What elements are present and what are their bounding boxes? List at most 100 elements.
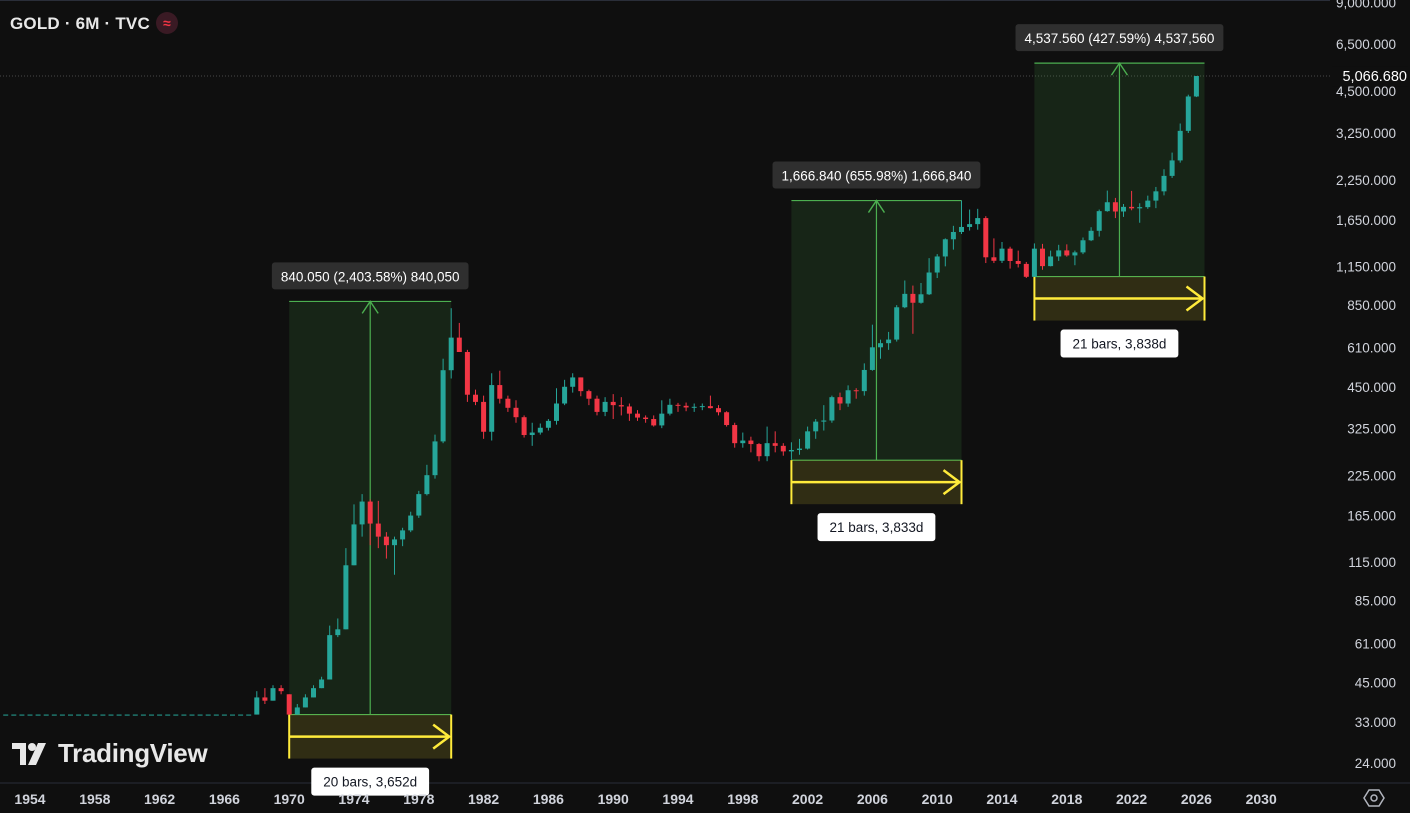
candle bbox=[448, 308, 454, 379]
candle bbox=[878, 339, 883, 359]
candle bbox=[335, 618, 341, 638]
candle bbox=[683, 402, 689, 412]
candle bbox=[473, 389, 478, 406]
candle bbox=[76, 714, 82, 716]
candle-body bbox=[537, 427, 543, 433]
candle bbox=[383, 532, 389, 559]
candle-body bbox=[683, 405, 689, 408]
candle bbox=[991, 238, 997, 264]
candle bbox=[140, 714, 146, 716]
candle bbox=[853, 388, 859, 399]
time-tick-label: 1958 bbox=[79, 791, 110, 807]
candle bbox=[554, 388, 559, 425]
candle-body bbox=[1040, 248, 1045, 267]
bar-count-label: 21 bars, 3,833d bbox=[830, 520, 924, 535]
candle bbox=[92, 714, 98, 716]
candle-body bbox=[116, 714, 122, 716]
candle-body bbox=[1145, 200, 1151, 208]
candle bbox=[497, 370, 503, 404]
candle-body bbox=[124, 714, 130, 716]
candle-body bbox=[424, 475, 430, 495]
candle bbox=[1096, 209, 1102, 237]
price-change-label-bg bbox=[271, 262, 469, 290]
candle bbox=[1080, 237, 1086, 255]
candle-body bbox=[400, 530, 406, 540]
time-tick-label: 2030 bbox=[1246, 791, 1277, 807]
candle bbox=[481, 395, 487, 439]
candle bbox=[286, 694, 292, 715]
candle bbox=[43, 714, 49, 716]
time-tick-label: 2022 bbox=[1116, 791, 1147, 807]
candle-body bbox=[132, 714, 138, 716]
measurement-2 bbox=[790, 199, 963, 505]
candle bbox=[1121, 203, 1126, 217]
candle-body bbox=[1031, 248, 1037, 277]
candle-body bbox=[950, 231, 956, 240]
candle bbox=[716, 405, 721, 416]
candle-body bbox=[910, 293, 916, 303]
time-tick-label: 2014 bbox=[986, 791, 1017, 807]
candle-body bbox=[918, 294, 924, 303]
candle bbox=[1048, 250, 1054, 267]
candle bbox=[189, 714, 195, 716]
candle bbox=[667, 398, 673, 416]
candle bbox=[618, 397, 624, 416]
settings-icon[interactable] bbox=[1363, 788, 1385, 808]
symbol-title[interactable]: GOLD · 6M · TVC ≈ bbox=[10, 12, 178, 34]
candle-body bbox=[1112, 202, 1118, 212]
time-tick-label: 2010 bbox=[922, 791, 953, 807]
candle-body bbox=[11, 714, 17, 716]
candle-body bbox=[489, 385, 495, 432]
candle-body bbox=[975, 218, 981, 225]
candle bbox=[1007, 246, 1013, 269]
candle-body bbox=[772, 443, 778, 446]
candle-body bbox=[3, 714, 9, 716]
candle-body bbox=[51, 714, 57, 716]
candle-body bbox=[586, 391, 592, 399]
time-tick-label: 2006 bbox=[857, 791, 888, 807]
time-tick-label: 1994 bbox=[662, 791, 693, 807]
price-tick-label: 3,250.000 bbox=[1336, 126, 1396, 141]
candle bbox=[1104, 190, 1110, 212]
approx-icon[interactable]: ≈ bbox=[155, 12, 178, 34]
candle bbox=[424, 464, 430, 496]
candle-body bbox=[100, 714, 106, 716]
candle bbox=[262, 688, 268, 705]
candle bbox=[132, 714, 138, 716]
candle bbox=[967, 209, 973, 231]
candle bbox=[586, 389, 592, 406]
candle bbox=[626, 403, 632, 421]
candle bbox=[157, 714, 163, 716]
candle bbox=[343, 548, 349, 630]
tradingview-logo[interactable]: TradingView bbox=[12, 738, 208, 769]
candle bbox=[311, 685, 316, 698]
candle-body bbox=[27, 714, 33, 716]
candle bbox=[270, 685, 276, 701]
candle-body bbox=[1096, 211, 1102, 231]
candle-body bbox=[1161, 175, 1167, 192]
candle bbox=[1072, 250, 1078, 266]
candle bbox=[1153, 186, 1159, 209]
candle-body bbox=[181, 714, 187, 716]
price-change-label: 4,537.560 (427.59%) 4,537,560 bbox=[1024, 31, 1214, 46]
candle-body bbox=[497, 385, 503, 399]
candle bbox=[1161, 169, 1167, 196]
candle-body bbox=[562, 386, 568, 404]
candle-body bbox=[716, 408, 721, 413]
bar-count-label: 20 bars, 3,652d bbox=[323, 775, 417, 790]
last-price-label-bg bbox=[1332, 66, 1408, 87]
candle bbox=[27, 714, 33, 716]
candle-body bbox=[1121, 206, 1126, 212]
candle bbox=[1031, 243, 1037, 277]
candle-body bbox=[254, 697, 260, 715]
candle-body bbox=[667, 404, 673, 414]
candle bbox=[1056, 244, 1062, 261]
candle bbox=[213, 714, 219, 716]
time-tick-label: 1990 bbox=[598, 791, 629, 807]
candle-body bbox=[554, 403, 559, 421]
measurement-labels-3: 4,537.560 (427.59%) 4,537,560 21 bars, 3,… bbox=[1015, 24, 1224, 358]
candle-body bbox=[1048, 256, 1054, 267]
candle-body bbox=[983, 218, 989, 258]
